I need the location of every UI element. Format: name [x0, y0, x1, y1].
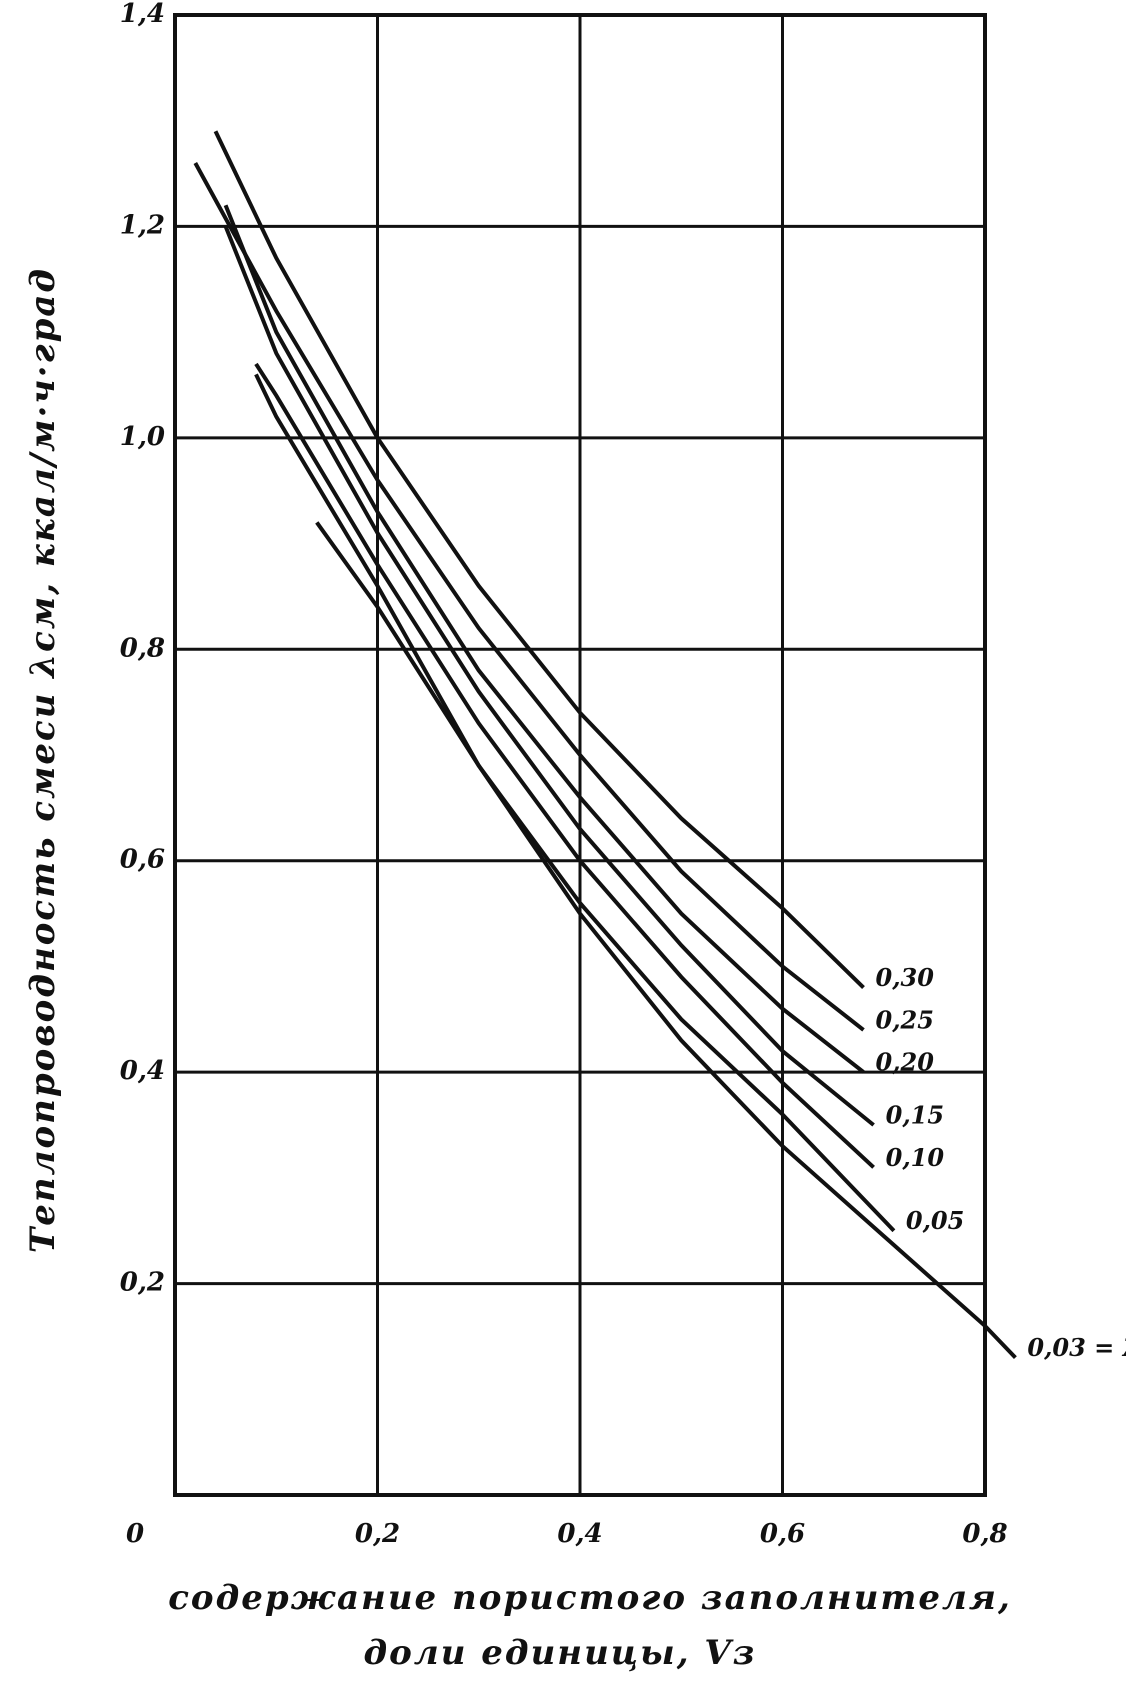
- y-tick-label: 1,0: [120, 422, 165, 452]
- series-label: 0,30: [876, 963, 935, 992]
- series-label: 0,10: [886, 1143, 945, 1172]
- y-tick-label: 0,2: [120, 1268, 165, 1298]
- y-tick-label: 0,6: [120, 845, 165, 875]
- series-line: [315, 521, 896, 1233]
- x-tick-label: 0,8: [962, 1519, 1007, 1549]
- series-line: [193, 162, 865, 1032]
- y-tick-label: 0,4: [120, 1056, 165, 1086]
- series-label: 0,03 = λв: [1027, 1333, 1126, 1362]
- series-line: [254, 362, 875, 1169]
- y-tick-label: 1,2: [120, 210, 165, 240]
- series-label: 0,15: [886, 1101, 944, 1130]
- series-label: 0,25: [876, 1005, 934, 1034]
- x-tick-label: 0: [126, 1519, 144, 1549]
- series-line: [223, 204, 865, 1074]
- series-line: [213, 130, 865, 990]
- series-line: [254, 373, 1017, 1359]
- x-axis-title: содержание пористого заполнителя,: [168, 1578, 1012, 1618]
- series-label: 0,20: [876, 1048, 935, 1077]
- x-axis-title: доли единицы, Vз: [364, 1633, 757, 1673]
- y-tick-label: 0,8: [120, 633, 165, 663]
- x-tick-label: 0,6: [760, 1519, 805, 1549]
- x-tick-label: 0,2: [355, 1519, 400, 1549]
- x-tick-label: 0,4: [557, 1519, 602, 1549]
- y-axis-title: Теплопроводность смеси λсм, ккал/м·ч·гра…: [23, 267, 63, 1253]
- series-label: 0,05: [906, 1206, 964, 1235]
- y-tick-label: 1,4: [120, 0, 165, 29]
- plot-frame: [173, 13, 987, 1497]
- series-line: [223, 225, 875, 1127]
